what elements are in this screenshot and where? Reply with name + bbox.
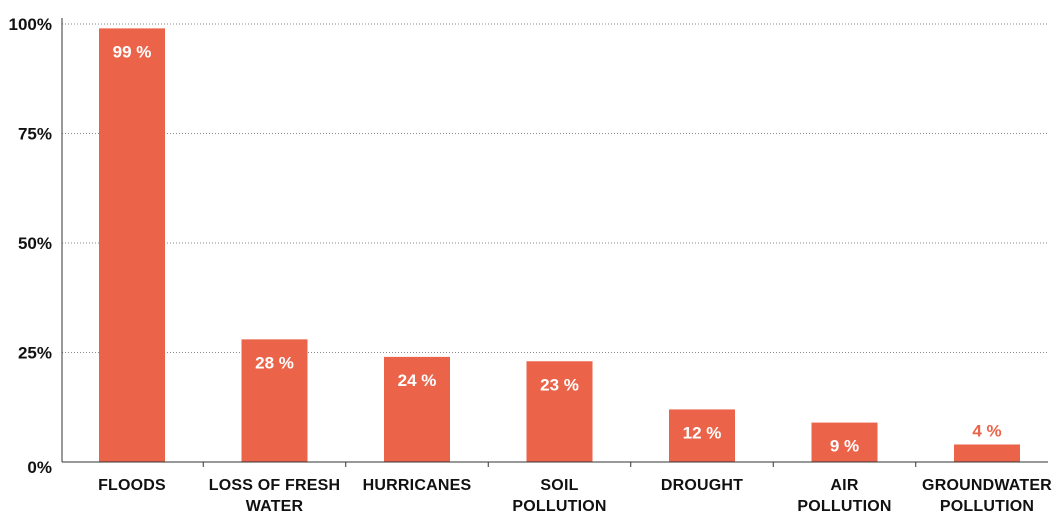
x-tick-label: DROUGHT [661,477,743,494]
x-tick-label: FLOODS [98,477,166,494]
x-tick-label: AIR [830,477,858,494]
x-tick-label: LOSS OF FRESH [209,477,341,494]
y-tick-label: 25% [18,344,52,363]
bar [526,361,593,462]
data-label: 24 % [398,371,437,390]
bar [954,444,1020,462]
bar [241,339,308,462]
y-tick-label: 100% [9,15,52,34]
x-tick-label: POLLUTION [940,498,1034,515]
x-tick-label: POLLUTION [512,498,606,515]
data-label: 23 % [540,375,579,394]
y-tick-label: 50% [18,234,52,253]
bar [669,409,735,462]
y-tick-label: 0% [27,458,52,477]
data-label: 12 % [683,423,722,442]
x-tick-label: HURRICANES [363,477,472,494]
x-tick-label: POLLUTION [797,498,891,515]
x-tick-label: SOIL [540,477,578,494]
x-tick-label: WATER [246,498,304,515]
bar [811,422,878,462]
x-tick-label: GROUNDWATER [922,477,1052,494]
bar [99,28,165,462]
data-label: 9 % [830,437,859,456]
data-label: 99 % [113,42,152,61]
bar [384,356,450,462]
data-label: 4 % [972,421,1001,440]
data-label: 28 % [255,353,294,372]
y-tick-label: 75% [18,125,52,144]
